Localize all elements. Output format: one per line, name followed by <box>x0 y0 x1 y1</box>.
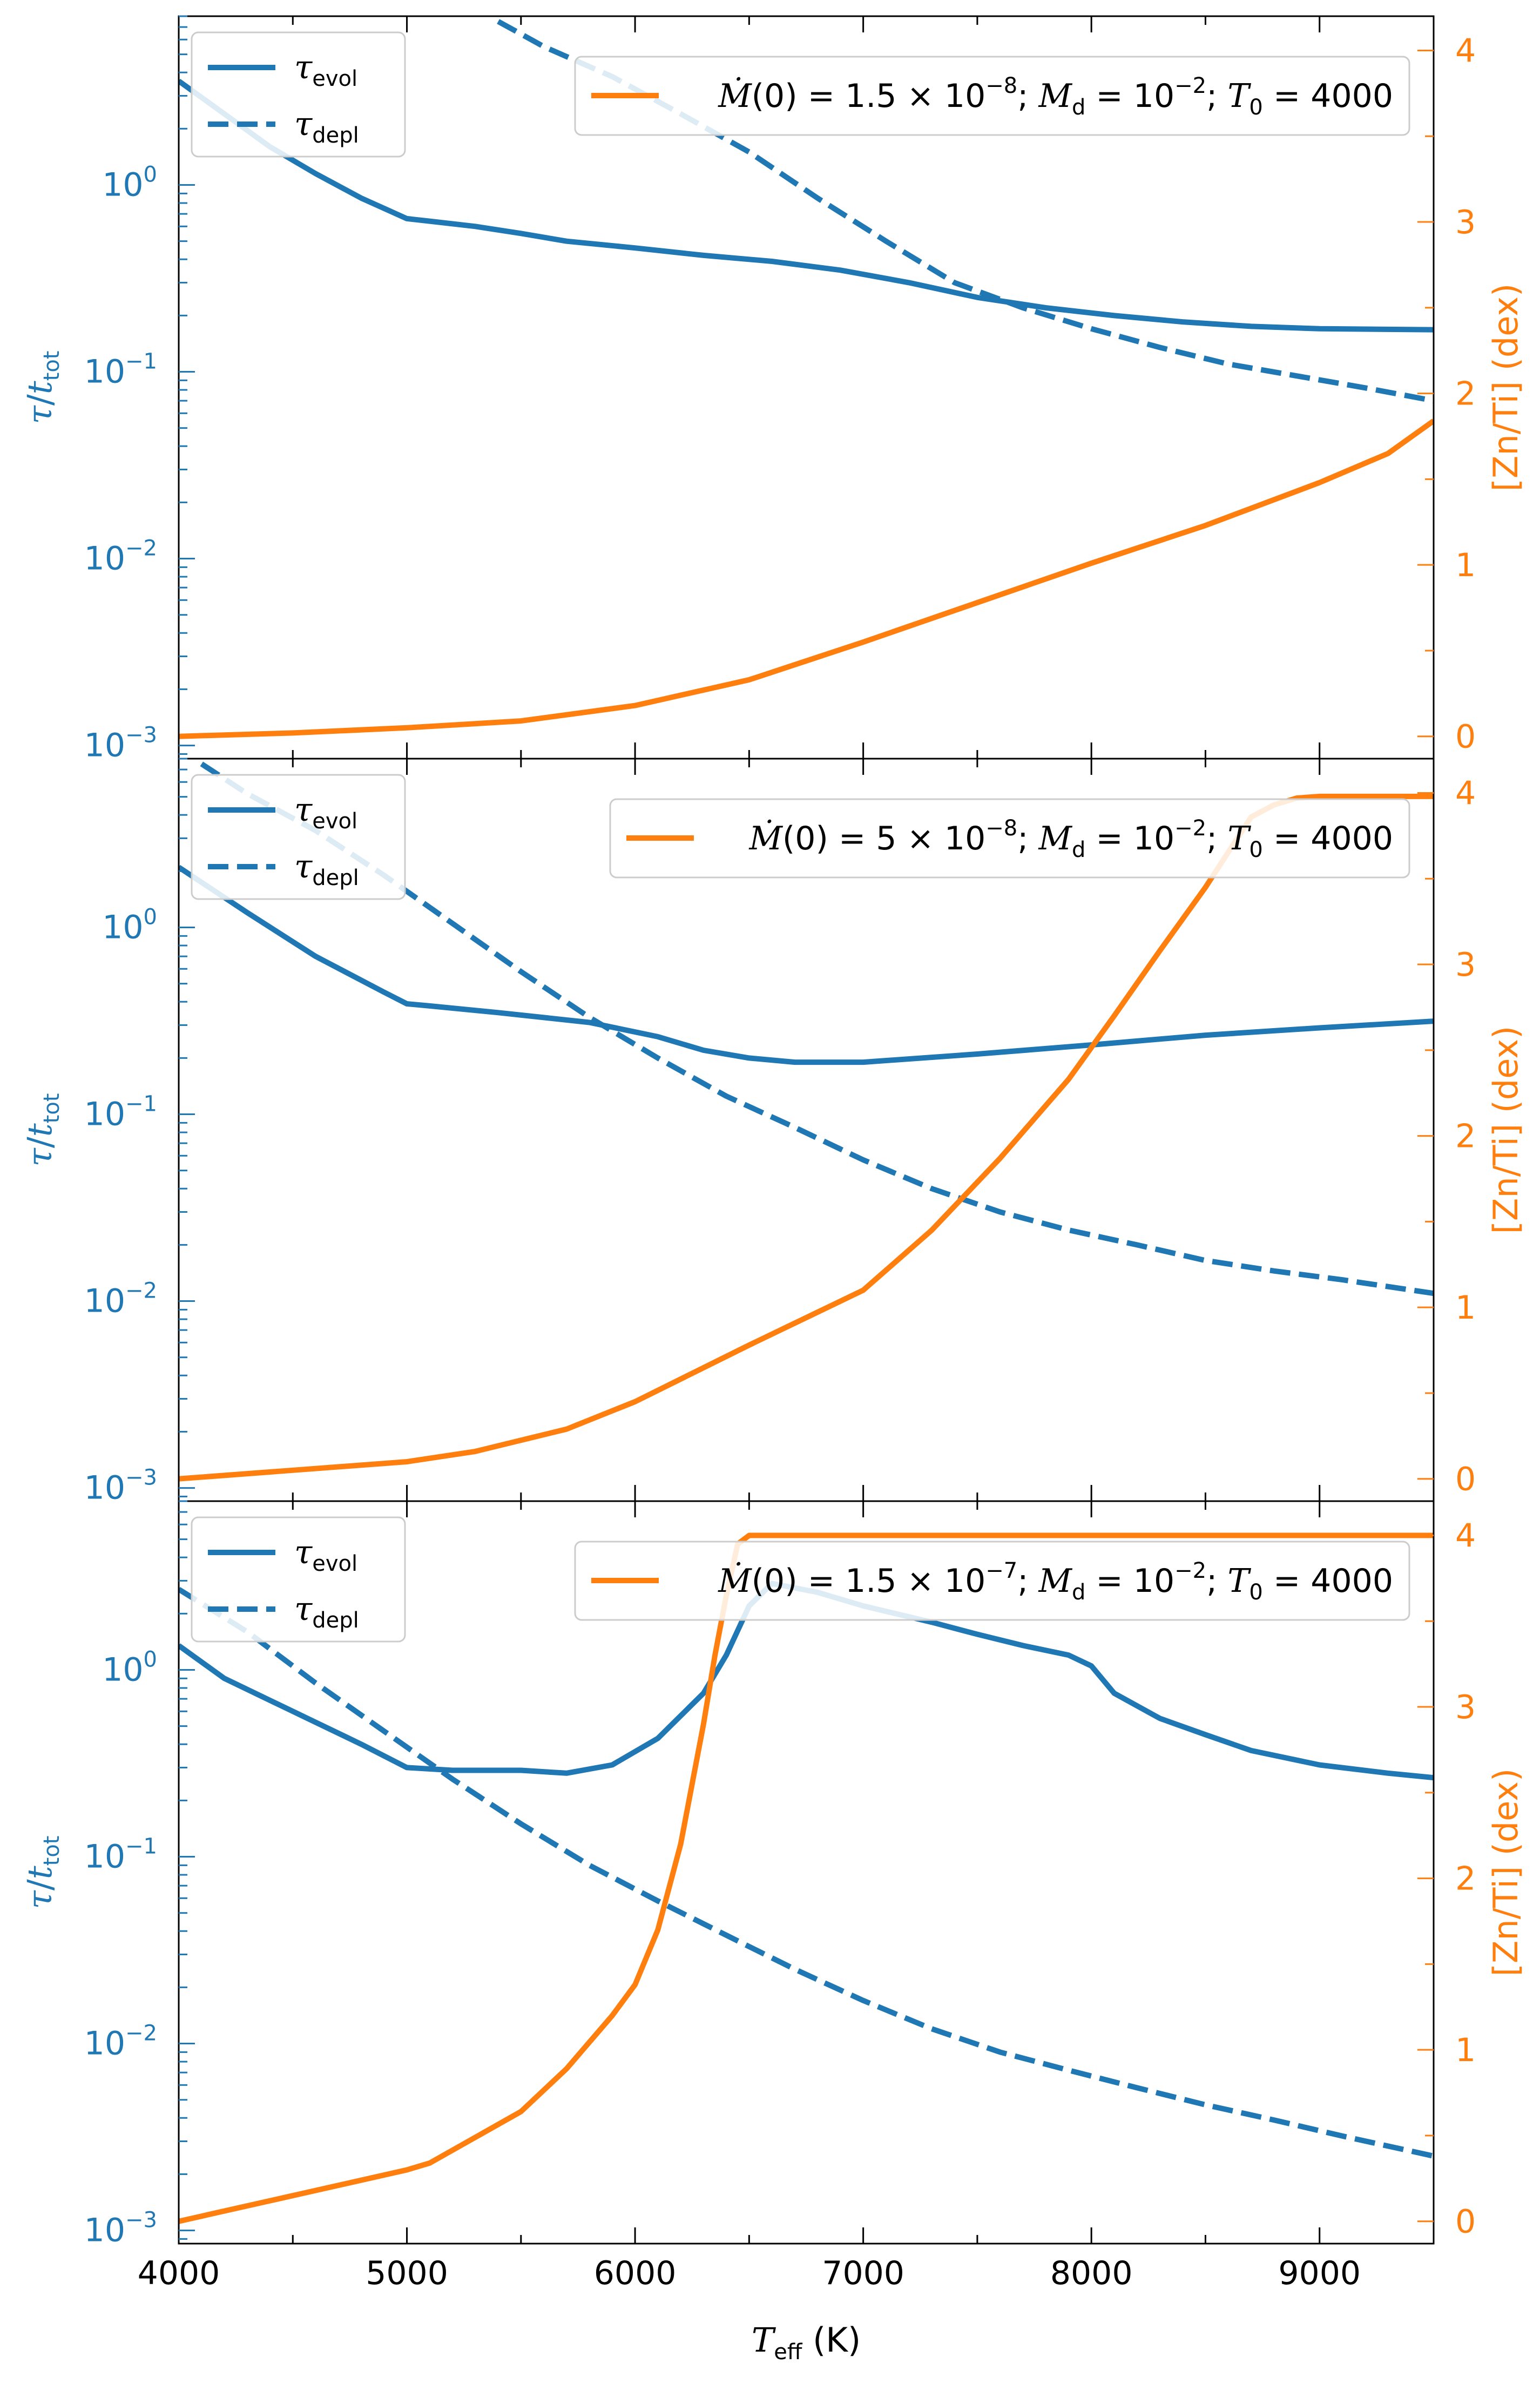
tau-evol-line <box>179 865 1434 1065</box>
zn-ti-line <box>179 1532 1434 2224</box>
x-tick-label: 4000 <box>138 2254 220 2292</box>
legend-label-zn-ti: Ṁ(0) = 1.5 × 10−8; Md = 10−2; T0 = 4000 <box>718 73 1393 120</box>
y-right-tick-label: 1 <box>1455 546 1476 584</box>
y-left-tick-label: 10−1 <box>84 1092 157 1133</box>
legend-label-evol: τevol <box>294 1534 357 1576</box>
y-left-tick-label: 10−1 <box>84 349 157 391</box>
y-right-tick-label: 3 <box>1455 204 1476 241</box>
x-tick-label: 9000 <box>1278 2254 1361 2292</box>
y-right-tick-label: 2 <box>1455 1118 1476 1156</box>
tau-depl-line <box>179 1586 1434 2159</box>
legend-box <box>574 1541 1410 1621</box>
y-right-tick-label: 3 <box>1455 946 1476 984</box>
y-right-label: [Zn/Ti] (dex) <box>1486 1026 1525 1234</box>
y-left-label: τ/ttot <box>20 351 64 424</box>
y-right-tick-label: 1 <box>1455 2031 1476 2069</box>
y-left-label: τ/ttot <box>20 1836 64 1909</box>
legend-label-depl: τdepl <box>294 1590 359 1633</box>
tau-evol-line <box>179 78 1434 333</box>
y-left-tick-label: 100 <box>102 904 157 946</box>
legend-tau: τevol τdepl <box>191 774 406 900</box>
y-right-label: [Zn/Ti] (dex) <box>1486 1768 1525 1976</box>
y-right-tick-label: 0 <box>1455 1461 1476 1498</box>
y-left-tick-label: 10−3 <box>84 2208 157 2250</box>
y-left-tick-label: 100 <box>102 1647 157 1689</box>
x-tick-label: 8000 <box>1050 2254 1133 2292</box>
zn-ti-line <box>179 418 1434 739</box>
y-right-tick-label: 0 <box>1455 718 1476 756</box>
y-right-tick-label: 4 <box>1455 775 1476 813</box>
x-tick-label: 5000 <box>366 2254 448 2292</box>
legend-label-depl: τdepl <box>294 105 359 148</box>
panel-bottom: 10−3 10−2 10−1 100 0 1 2 3 4 τ/ttot [Zn/Ti] (dex) τ… <box>20 1500 1525 2250</box>
x-tick-label: 6000 <box>594 2254 677 2292</box>
legend-box <box>574 56 1410 136</box>
legend-tau: τevol τdepl <box>191 1516 406 1643</box>
legend-label-evol: τevol <box>294 791 357 834</box>
y-left-tick-label: 10−2 <box>84 1279 157 1320</box>
y-right-label: [Zn/Ti] (dex) <box>1486 283 1525 491</box>
legend-box <box>609 798 1410 879</box>
y-left-tick-label: 10−3 <box>84 1465 157 1507</box>
y-right-tick-label: 0 <box>1455 2203 1476 2241</box>
y-left-tick-label: 100 <box>102 162 157 204</box>
x-tick-label: 7000 <box>822 2254 904 2292</box>
legend-zn-ti: Ṁ(0) = 5 × 10−8; Md = 10−2; T0 = 4000 <box>609 798 1410 879</box>
y-left-tick-label: 10−1 <box>84 1834 157 1876</box>
y-right-tick-label: 2 <box>1455 1860 1476 1898</box>
legend-label-depl: τdepl <box>294 848 359 890</box>
panel-top: 10−3 10−2 10−1 100 0 1 2 3 4 τ/ttot [Zn/Ti] (dex) τ… <box>20 15 1525 765</box>
y-right-tick-label: 1 <box>1455 1289 1476 1327</box>
panel-middle: 10−3 10−2 10−1 100 0 1 2 3 4 τ/ttot [Zn/Ti] (dex) τ… <box>20 758 1525 1507</box>
legend-tau: τevol τdepl <box>191 31 406 158</box>
y-right-tick-label: 4 <box>1455 32 1476 70</box>
y-right-tick-label: 2 <box>1455 375 1476 413</box>
y-left-tick-label: 10−3 <box>84 723 157 765</box>
y-left-label: τ/ttot <box>20 1093 64 1167</box>
legend-label-zn-ti: Ṁ(0) = 1.5 × 10−7; Md = 10−2; T0 = 4000 <box>718 1558 1393 1605</box>
x-axis-label: Teff (K) <box>752 2320 861 2365</box>
y-left-tick-label: 10−2 <box>84 536 157 578</box>
legend-zn-ti: Ṁ(0) = 1.5 × 10−7; Md = 10−2; T0 = 4000 <box>574 1541 1410 1621</box>
y-right-tick-label: 3 <box>1455 1689 1476 1726</box>
legend-label-zn-ti: Ṁ(0) = 5 × 10−8; Md = 10−2; T0 = 4000 <box>748 816 1393 862</box>
legend-label-evol: τevol <box>294 49 357 91</box>
axes-frame <box>178 1500 1435 2245</box>
legend-zn-ti: Ṁ(0) = 1.5 × 10−8; Md = 10−2; T0 = 4000 <box>574 56 1410 136</box>
y-left-tick-label: 10−2 <box>84 2021 157 2063</box>
y-right-tick-label: 4 <box>1455 1517 1476 1555</box>
